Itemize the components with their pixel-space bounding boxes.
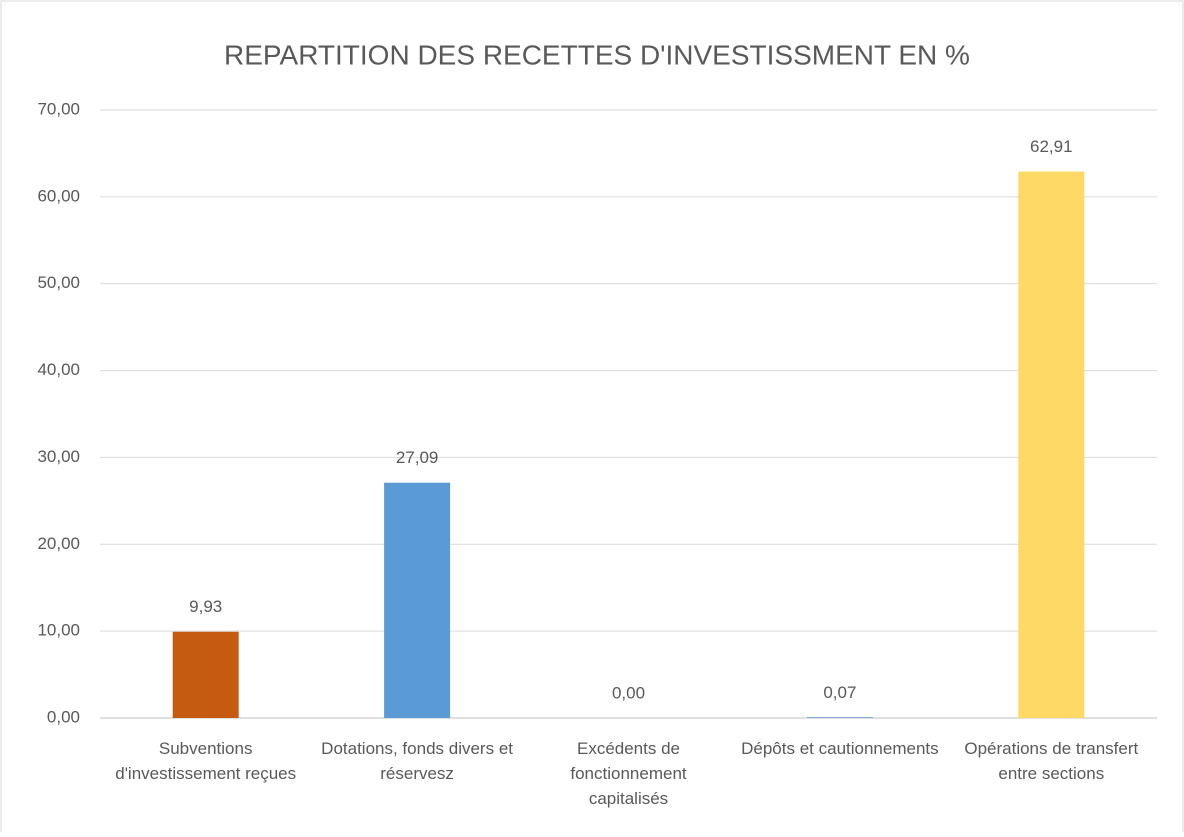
x-tick-label-box: Dotations, fonds divers et réservesz <box>321 739 513 783</box>
x-tick-label: Excédents de fonctionnement capitalisés <box>570 739 687 808</box>
y-tick-label: 20,00 <box>37 534 80 553</box>
data-label: 9,93 <box>189 597 222 616</box>
data-label: 62,91 <box>1030 137 1073 156</box>
data-label: 0,00 <box>612 683 645 702</box>
data-label: 27,09 <box>396 448 439 467</box>
data-label: 0,07 <box>823 683 856 702</box>
bar <box>1018 171 1085 718</box>
y-tick-label: 0,00 <box>47 707 80 726</box>
bar <box>172 631 239 718</box>
x-tick-label-box: Subventions d'investissement reçues <box>115 739 297 783</box>
x-tick-label-box: Excédents de fonctionnement capitalisés <box>570 739 687 808</box>
y-tick-label: 30,00 <box>37 447 80 466</box>
x-tick-label: Opérations de transfert entre sections <box>964 739 1139 783</box>
bar <box>806 717 873 718</box>
chart-title: REPARTITION DES RECETTES D'INVESTISSMENT… <box>224 39 970 70</box>
x-tick-label-box: Opérations de transfert entre sections <box>964 739 1139 783</box>
y-tick-label: 60,00 <box>37 186 80 205</box>
bar <box>384 482 451 718</box>
x-tick-label-box: Dépôts et cautionnements <box>741 739 939 758</box>
x-tick-label: Dotations, fonds divers et réservesz <box>321 739 513 783</box>
x-tick-label: Dépôts et cautionnements <box>741 739 939 758</box>
y-tick-label: 70,00 <box>37 99 80 118</box>
y-tick-label: 10,00 <box>37 621 80 640</box>
y-tick-label: 40,00 <box>37 360 80 379</box>
x-tick-label: Subventions d'investissement reçues <box>115 739 297 783</box>
y-tick-label: 50,00 <box>37 273 80 292</box>
